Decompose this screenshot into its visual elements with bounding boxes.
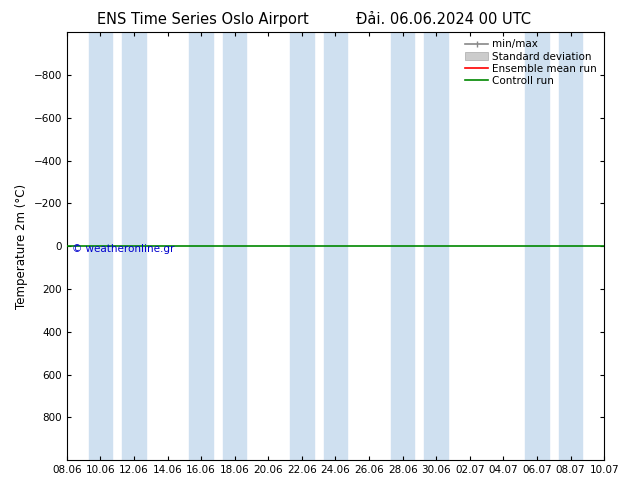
Text: © weatheronline.gr: © weatheronline.gr [72, 244, 174, 254]
Y-axis label: Temperature 2m (°C): Temperature 2m (°C) [15, 184, 28, 309]
Bar [190, 32, 213, 460]
Bar [425, 32, 448, 460]
Text: Đải. 06.06.2024 00 UTC: Đải. 06.06.2024 00 UTC [356, 12, 531, 27]
Legend: min/max, Standard deviation, Ensemble mean run, Controll run: min/max, Standard deviation, Ensemble me… [463, 37, 599, 88]
Bar [559, 32, 583, 460]
Bar [290, 32, 314, 460]
Bar [391, 32, 415, 460]
Bar [122, 32, 146, 460]
Bar [525, 32, 549, 460]
Bar [324, 32, 347, 460]
Text: ENS Time Series Oslo Airport: ENS Time Series Oslo Airport [97, 12, 309, 27]
Bar [89, 32, 112, 460]
Bar [223, 32, 247, 460]
